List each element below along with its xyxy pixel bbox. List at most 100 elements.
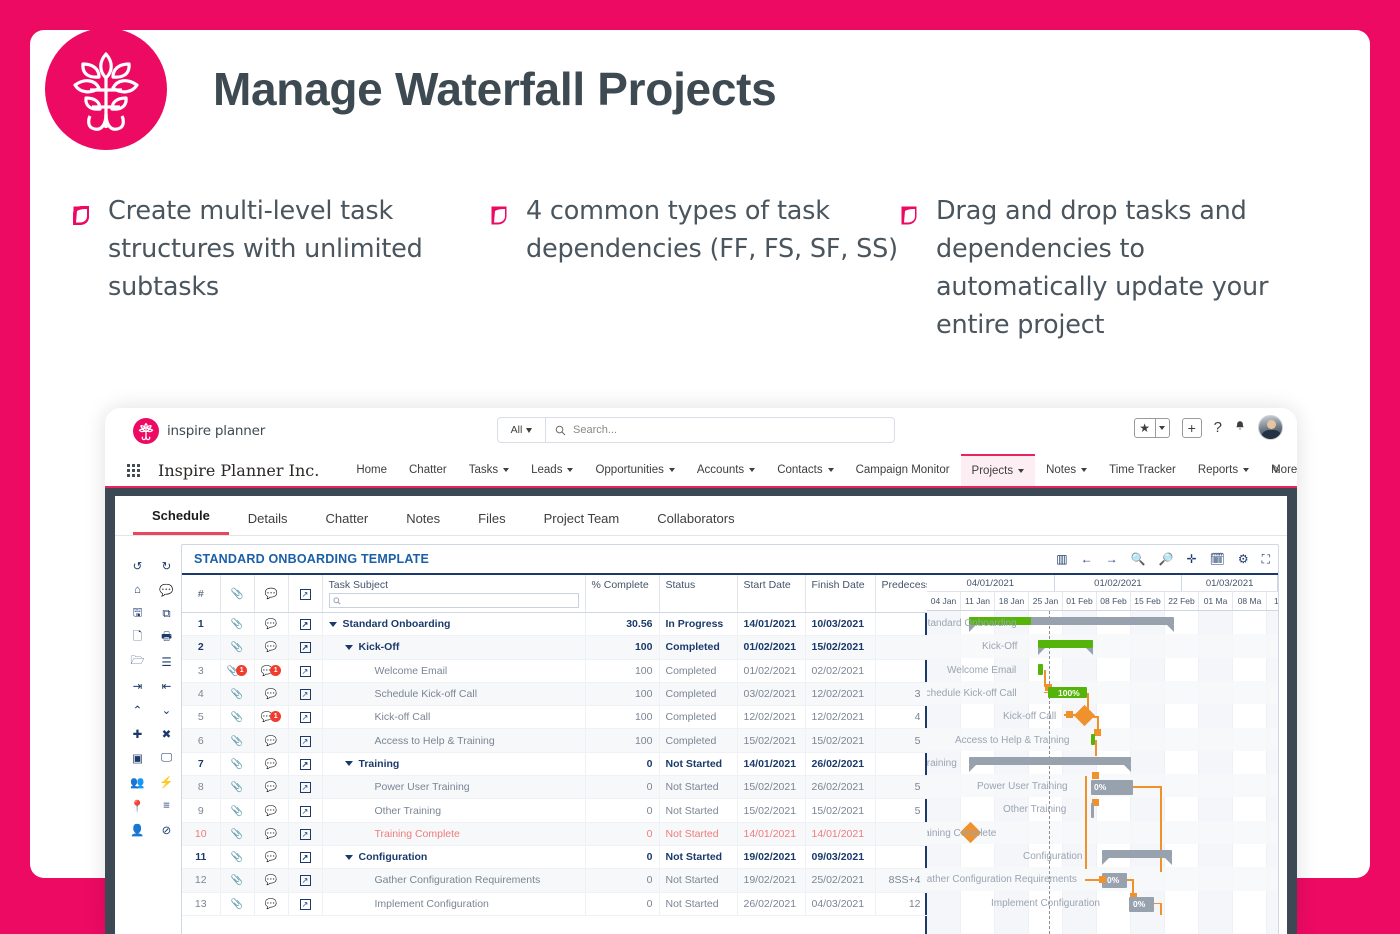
table-row[interactable]: 9 📎 💬 ↗ Other Training 0 Not Started 15/02/2021… <box>182 798 928 823</box>
table-row[interactable]: 10 📎 💬 ↗ Training Complete 0 Not Started 14/01/… <box>182 822 928 846</box>
indent-icon[interactable]: ⇥ <box>132 681 143 693</box>
nav-item-time-tracker[interactable]: Time Tracker <box>1098 454 1187 486</box>
cell-attachment[interactable]: 📎1 <box>220 659 255 683</box>
tab-notes[interactable]: Notes <box>406 511 441 526</box>
expand-collapse-icon[interactable] <box>344 854 353 860</box>
milestone-pin-icon[interactable]: 📍 <box>130 801 145 813</box>
progress-bar-standard-onboarding[interactable] <box>969 617 1031 625</box>
cell-attachment[interactable]: 📎 <box>220 612 255 637</box>
nav-item-more[interactable]: More <box>1260 454 1297 486</box>
move-icon[interactable]: ✛ <box>1186 552 1197 566</box>
cell-comment[interactable]: 💬 <box>254 728 289 753</box>
cell-attachment[interactable]: 📎 <box>220 798 255 823</box>
cell-comment[interactable]: 💬 <box>254 612 289 637</box>
table-row[interactable]: 4 📎 💬 ↗ Schedule Kick-off Call 100 Completed 03… <box>182 682 928 707</box>
col-header-attachment[interactable]: 📎 <box>220 575 255 613</box>
nav-item-opportunities[interactable]: Opportunities <box>584 454 685 486</box>
open-record-icon[interactable]: ↗ <box>299 712 311 724</box>
cell-open-record[interactable]: ↗ <box>288 705 323 730</box>
outdent-icon[interactable]: ⇤ <box>161 681 172 693</box>
table-row[interactable]: 2 📎 💬 ↗ Kick-Off 100 Completed 01/02/2021 15/02/… <box>182 635 928 660</box>
cell-open-record[interactable]: ↗ <box>288 612 323 637</box>
cell-comment[interactable]: 💬 <box>254 822 289 846</box>
delete-icon[interactable]: ✖ <box>161 729 172 741</box>
col-header-open-record[interactable]: ↗ <box>288 575 323 613</box>
block-icon[interactable]: ⊘ <box>161 825 172 837</box>
tab-collaborators[interactable]: Collaborators <box>657 511 735 526</box>
cell-open-record[interactable]: ↗ <box>288 798 323 823</box>
task-bar-implement-configuration[interactable] <box>1129 896 1154 912</box>
cell-attachment[interactable]: 📎 <box>220 775 255 800</box>
cell-attachment[interactable]: 📎 <box>220 728 255 753</box>
nav-item-contacts[interactable]: Contacts <box>766 454 844 486</box>
table-row[interactable]: 3 📎1 💬1 ↗ Welcome Email 100 Completed 01/02/202… <box>182 659 928 683</box>
tab-files[interactable]: Files <box>478 511 506 526</box>
tab-chatter[interactable]: Chatter <box>325 511 369 526</box>
table-row[interactable]: 13 📎 💬 ↗ Implement Configuration 0 Not Started… <box>182 892 928 916</box>
col-header-finish-date[interactable]: Finish Date <box>805 575 876 613</box>
open-record-icon[interactable]: ↗ <box>299 758 311 770</box>
timeline-grid[interactable]: Standard Onboarding Kick-Off Welcome Email… <box>927 611 1278 934</box>
nav-item-notes[interactable]: Notes <box>1035 454 1098 486</box>
summary-bar-configuration[interactable] <box>1102 850 1172 858</box>
arrow-right-icon[interactable]: → <box>1105 552 1118 566</box>
cell-comment[interactable]: 💬 <box>254 682 289 707</box>
cell-comment[interactable]: 💬 <box>254 798 289 823</box>
search-scope-selector[interactable]: All <box>498 418 546 442</box>
arrow-left-icon[interactable]: ← <box>1080 552 1093 566</box>
task-bar-schedule-kickoff-call[interactable] <box>1048 686 1087 698</box>
table-row[interactable]: 12 📎 💬 ↗ Gather Configuration Requirements 0 N… <box>182 868 928 893</box>
col-header-predecessors[interactable]: Predecessors <box>875 575 946 613</box>
columns-icon[interactable]: ▥ <box>1056 552 1068 566</box>
add-icon[interactable]: ✚ <box>132 729 143 741</box>
cell-comment[interactable]: 💬 <box>254 635 289 660</box>
table-row[interactable]: 5 📎 💬1 ↗ Kick-off Call 100 Completed 12/02/2021… <box>182 705 928 730</box>
settings-gear-icon[interactable]: ⚙ <box>1237 552 1249 566</box>
assign-user-icon[interactable]: 👤 <box>130 825 145 837</box>
open-record-icon[interactable]: ↗ <box>299 898 311 910</box>
col-header-number[interactable]: # <box>182 575 221 613</box>
col-header-start-date[interactable]: Start Date <box>737 575 806 613</box>
copy-icon[interactable]: ⧉ <box>162 607 171 620</box>
cell-attachment[interactable]: 📎 <box>220 845 255 870</box>
lightning-icon[interactable]: ⚡ <box>159 777 174 789</box>
rows-icon[interactable]: ≡ <box>163 800 170 812</box>
nav-item-tasks[interactable]: Tasks <box>458 454 520 486</box>
table-row[interactable]: 7 📎 💬 ↗ Training 0 Not Started 14/01/2021 26/02/… <box>182 752 928 777</box>
fullscreen-icon[interactable]: ⛶ <box>1261 551 1270 566</box>
col-header-percent-complete[interactable]: % Complete <box>585 575 660 613</box>
cell-comment[interactable]: 💬 <box>254 775 289 800</box>
list-icon[interactable]: ☰ <box>161 657 172 669</box>
cell-open-record[interactable]: ↗ <box>288 822 323 846</box>
cell-attachment[interactable]: 📎 <box>220 822 255 846</box>
tab-project-team[interactable]: Project Team <box>543 511 620 526</box>
task-bar-power-user-training[interactable] <box>1091 780 1133 796</box>
add-icon[interactable]: + <box>1181 417 1202 438</box>
open-record-icon[interactable]: ↗ <box>299 665 311 677</box>
task-bar-welcome-email[interactable] <box>1038 663 1043 675</box>
global-search-bar[interactable]: All Search... <box>497 417 895 443</box>
export-excel-icon[interactable]: 🗋 <box>132 630 143 643</box>
cell-open-record[interactable]: ↗ <box>288 868 323 893</box>
task-bar-gather-config-requirements[interactable] <box>1102 873 1127 889</box>
redo-icon[interactable]: ↻ <box>161 561 172 573</box>
task-subject-filter-input[interactable] <box>328 593 579 608</box>
cell-open-record[interactable]: ↗ <box>288 892 323 916</box>
open-record-icon[interactable]: ↗ <box>299 689 311 701</box>
progress-bar-kickoff[interactable] <box>1038 640 1093 649</box>
cell-attachment[interactable]: 📎 <box>220 752 255 777</box>
comment-icon[interactable]: 💬 <box>159 585 174 597</box>
summary-bar-training[interactable] <box>969 756 1131 765</box>
display-icon[interactable]: 🖵 <box>160 751 173 764</box>
pencil-icon[interactable]: ✎ <box>1270 463 1281 477</box>
favorites-star-icon[interactable]: ★ <box>1133 417 1170 438</box>
nav-item-leads[interactable]: Leads <box>520 454 584 486</box>
cell-open-record[interactable]: ↗ <box>288 752 323 777</box>
expand-collapse-icon[interactable] <box>328 621 337 627</box>
chevron-down-icon[interactable] <box>1154 418 1169 437</box>
save-icon[interactable]: 🖫 <box>132 606 143 619</box>
open-record-icon[interactable]: ↗ <box>299 735 311 747</box>
nav-item-reports[interactable]: Reports <box>1187 454 1260 486</box>
open-record-icon[interactable]: ↗ <box>299 852 311 864</box>
expand-all-icon[interactable]: ⌄ <box>161 705 172 717</box>
